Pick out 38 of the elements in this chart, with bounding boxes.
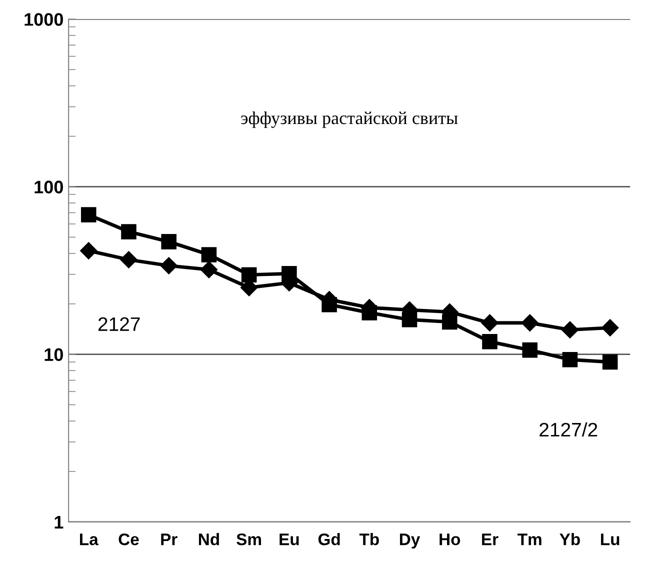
x-tick-label: Dy	[400, 534, 420, 549]
x-tick-label: Yb	[560, 533, 580, 546]
x-tick-label: Ce	[118, 533, 139, 546]
text: эффузивы растайской свиты	[241, 111, 458, 128]
point	[482, 334, 498, 350]
x-tick-label: Nd	[198, 533, 219, 546]
point	[200, 261, 218, 278]
point	[201, 247, 217, 262]
annotation: 2127	[98, 317, 140, 331]
x-tick-label: Eu	[280, 534, 299, 546]
x-tick-label: Er	[482, 534, 498, 546]
y-tick-label: 100	[34, 180, 63, 194]
x-tick-label: Tb	[359, 533, 379, 546]
point	[561, 321, 579, 338]
x-tick-label: Ho	[440, 534, 460, 546]
y-tick-label: 1000	[24, 13, 63, 26]
x-tick-label: Gd	[318, 533, 340, 546]
point	[161, 234, 176, 250]
y-tick-label: 1	[54, 516, 64, 528]
x-tick-label: Pr	[161, 534, 178, 546]
point	[80, 207, 96, 222]
point	[602, 319, 619, 336]
point	[562, 352, 578, 368]
point	[121, 224, 136, 240]
point	[80, 242, 98, 260]
x-tick-label: Lu	[601, 534, 620, 546]
point	[120, 251, 138, 268]
x-tick-label: Sm	[236, 533, 262, 546]
point	[522, 342, 538, 358]
y-tick-label: 10	[44, 348, 63, 362]
x-tick-label: Tm	[518, 534, 542, 546]
point	[481, 314, 498, 332]
point	[602, 354, 618, 370]
point	[160, 257, 178, 274]
point	[241, 267, 257, 282]
point	[521, 314, 538, 332]
x-tick-label: La	[80, 534, 98, 546]
annotation: 2127/2	[540, 422, 598, 437]
